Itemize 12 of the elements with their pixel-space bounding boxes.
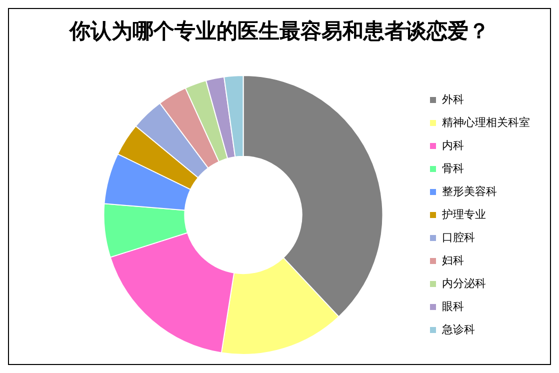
legend-label: 整形美容科 <box>442 184 497 198</box>
legend-label: 外科 <box>442 92 464 106</box>
legend-label: 急诊科 <box>441 322 475 336</box>
legend-label: 内分泌科 <box>442 276 486 290</box>
legend-label: 妇科 <box>442 254 464 267</box>
legend-label: 骨科 <box>442 162 464 175</box>
legend-label: 眼科 <box>442 300 464 313</box>
legend-label: 内科 <box>442 138 464 152</box>
legend-label: 口腔科 <box>442 230 475 244</box>
legend-label: 护理专业 <box>441 208 486 221</box>
legend-label: 精神心理相关科室 <box>442 116 530 129</box>
chart-title: 你认为哪个专业的医生最容易和患者谈恋爱？ <box>68 18 490 45</box>
